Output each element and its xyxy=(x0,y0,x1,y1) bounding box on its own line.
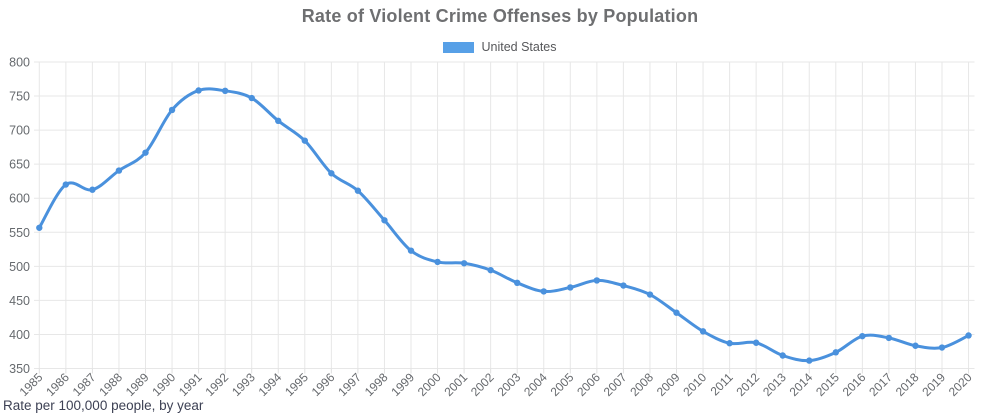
x-axis-tick-label: 2019 xyxy=(919,370,948,399)
data-point[interactable] xyxy=(487,266,494,274)
data-point[interactable] xyxy=(248,94,255,102)
data-point[interactable] xyxy=(381,217,388,224)
x-axis-tick-label: 2018 xyxy=(893,370,922,399)
x-axis-tick-label: 1986 xyxy=(43,370,72,399)
data-point[interactable] xyxy=(460,260,468,267)
data-point[interactable] xyxy=(832,349,839,356)
x-axis-tick-label: 1993 xyxy=(229,370,258,399)
x-axis-tick-label: 2007 xyxy=(601,370,630,399)
data-point[interactable] xyxy=(646,291,654,298)
data-point[interactable] xyxy=(726,340,733,347)
x-axis-tick-label: 1989 xyxy=(123,370,152,399)
x-axis-tick-label: 1988 xyxy=(96,370,125,399)
data-point[interactable] xyxy=(912,342,919,349)
data-point[interactable] xyxy=(965,332,972,339)
legend-item-label: United States xyxy=(481,40,557,54)
data-point[interactable] xyxy=(540,288,547,295)
data-point[interactable] xyxy=(673,309,680,316)
data-point[interactable] xyxy=(806,357,813,364)
data-point[interactable] xyxy=(620,282,627,289)
data-point[interactable] xyxy=(195,87,202,94)
data-point[interactable] xyxy=(142,149,149,156)
x-axis-tick-label: 2006 xyxy=(574,370,603,399)
data-point[interactable] xyxy=(62,181,70,188)
y-axis-tick-label: 600 xyxy=(9,192,30,206)
x-axis-tick-label: 1997 xyxy=(335,370,364,399)
data-point[interactable] xyxy=(885,334,893,342)
data-point[interactable] xyxy=(168,106,176,114)
x-axis-tick-label: 2002 xyxy=(468,370,497,399)
x-axis-tick-label: 2004 xyxy=(521,370,550,399)
x-axis-tick-label: 2012 xyxy=(733,370,762,399)
y-axis-tick-label: 700 xyxy=(9,124,30,138)
data-point[interactable] xyxy=(36,224,43,231)
chart-footnote: Rate per 100,000 people, by year xyxy=(3,398,204,413)
x-axis-tick-label: 1987 xyxy=(70,370,99,399)
x-axis-tick-label: 2000 xyxy=(415,370,444,399)
data-point[interactable] xyxy=(407,247,415,254)
x-axis-tick-label: 1996 xyxy=(309,370,338,399)
x-axis-tick-label: 2015 xyxy=(813,370,842,399)
data-point[interactable] xyxy=(938,344,946,351)
chart-legend: United States xyxy=(0,40,1000,54)
x-axis-tick-label: 1999 xyxy=(388,370,417,399)
x-axis-tick-label: 2010 xyxy=(680,370,709,399)
x-axis-tick-label: 1991 xyxy=(176,370,205,399)
x-axis-tick-label: 1995 xyxy=(282,370,311,399)
data-point[interactable] xyxy=(593,277,601,284)
data-point[interactable] xyxy=(221,87,229,95)
y-axis-tick-label: 800 xyxy=(9,56,30,70)
data-point[interactable] xyxy=(89,186,96,193)
legend-swatch-icon xyxy=(443,41,475,53)
x-axis-tick-label: 1990 xyxy=(149,370,178,399)
x-axis-tick-label: 2017 xyxy=(866,370,895,399)
x-axis-tick-label: 2020 xyxy=(946,370,975,399)
legend-item-united-states[interactable]: United States xyxy=(443,40,557,54)
x-axis-tick-label: 2016 xyxy=(840,370,869,399)
x-axis-tick-label: 1992 xyxy=(202,370,231,399)
x-axis-tick-label: 2009 xyxy=(654,370,683,399)
x-axis-tick-label: 2011 xyxy=(708,370,736,398)
y-axis-tick-label: 400 xyxy=(9,328,30,342)
data-point[interactable] xyxy=(354,187,362,194)
y-axis-tick-label: 650 xyxy=(9,158,30,172)
x-axis-tick-label: 2003 xyxy=(495,370,524,399)
data-point[interactable] xyxy=(434,258,441,266)
data-point[interactable] xyxy=(115,167,123,174)
x-axis-tick-label: 2008 xyxy=(627,370,656,399)
x-axis-tick-label: 1998 xyxy=(362,370,391,399)
x-axis-tick-label: 2001 xyxy=(441,370,470,399)
chart-title: Rate of Violent Crime Offenses by Popula… xyxy=(301,6,699,26)
x-axis-tick-label: 2005 xyxy=(548,370,577,399)
data-point[interactable] xyxy=(752,339,760,346)
data-point[interactable] xyxy=(567,284,574,291)
data-point[interactable] xyxy=(275,117,282,125)
y-axis-tick-label: 450 xyxy=(9,294,30,308)
y-axis-tick-label: 550 xyxy=(9,226,30,240)
data-point[interactable] xyxy=(328,170,335,177)
data-point[interactable] xyxy=(859,332,866,340)
data-point[interactable] xyxy=(514,279,521,287)
x-axis-tick-label: 2014 xyxy=(787,370,816,399)
y-axis-tick-label: 500 xyxy=(9,260,30,274)
data-point[interactable] xyxy=(699,328,707,335)
data-point[interactable] xyxy=(779,352,786,359)
x-axis-tick-label: 1994 xyxy=(256,370,285,399)
x-axis-tick-label: 2013 xyxy=(760,370,789,399)
y-axis-tick-label: 750 xyxy=(9,90,30,104)
data-point[interactable] xyxy=(301,137,308,144)
y-axis-tick-label: 350 xyxy=(9,362,30,376)
